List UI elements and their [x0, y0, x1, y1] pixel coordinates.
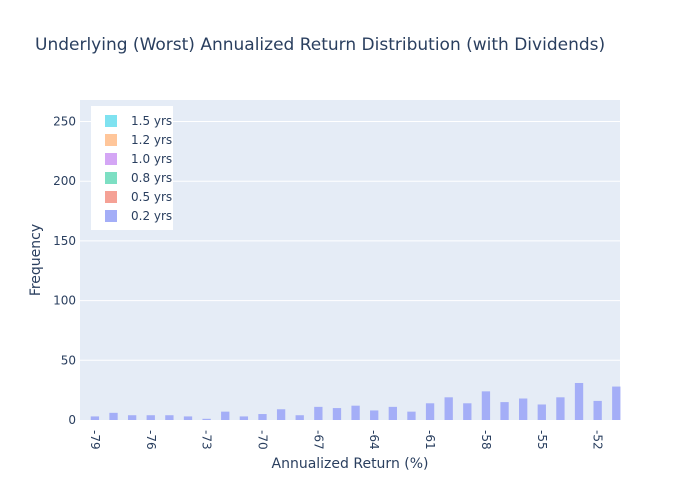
y-tick-label: 0	[68, 413, 76, 427]
histogram-bar	[314, 406, 323, 420]
legend-label: 1.0 yrs	[131, 152, 172, 166]
x-tick-label: -76	[144, 430, 158, 450]
chart-title: Underlying (Worst) Annualized Return Dis…	[35, 35, 605, 55]
x-tick-label: -73	[200, 430, 214, 450]
x-tick-labels: -79 -76 -73 -70 -67 -64 -61 -58 -55 -52	[88, 430, 605, 450]
legend-item[interactable]: 0.2 yrs	[105, 209, 172, 223]
legend-swatch	[105, 191, 117, 203]
legend-item[interactable]: 0.5 yrs	[105, 190, 172, 204]
y-tick-label: 100	[53, 294, 76, 308]
histogram-bar	[332, 408, 342, 420]
histogram-bar	[127, 415, 137, 420]
histogram-bar	[258, 414, 267, 420]
x-tick-label: -61	[423, 430, 437, 450]
y-tick-labels: 0 50 100 150 200 250	[53, 114, 76, 427]
histogram-bar	[519, 398, 528, 420]
histogram-bar	[295, 415, 304, 420]
histogram-bar	[556, 397, 565, 420]
histogram-bar	[90, 416, 100, 420]
x-tick-label: -58	[479, 430, 493, 450]
legend-swatch	[105, 210, 117, 222]
bars	[90, 382, 621, 420]
legend-item[interactable]: 0.8 yrs	[105, 171, 172, 185]
legend-item[interactable]: 1.5 yrs	[105, 114, 172, 128]
histogram-bar	[388, 406, 397, 420]
histogram-bar	[500, 402, 509, 420]
legend-label: 1.2 yrs	[131, 133, 172, 147]
legend-item[interactable]: 1.0 yrs	[105, 152, 172, 166]
y-tick-label: 250	[53, 114, 76, 128]
y-tick-label: 200	[53, 174, 76, 188]
legend-label: 0.5 yrs	[131, 190, 172, 204]
histogram-bar	[370, 410, 379, 420]
histogram-bar	[239, 416, 249, 420]
histogram-bar	[425, 403, 435, 420]
histogram-bar	[407, 411, 416, 420]
histogram-bar	[202, 418, 211, 420]
x-tick-label: -52	[591, 430, 605, 450]
legend-box	[91, 106, 173, 230]
histogram-bar	[463, 403, 472, 420]
histogram-bar	[612, 386, 621, 420]
histogram-bar	[276, 409, 286, 420]
histogram-bar	[593, 400, 602, 420]
legend[interactable]: 1.5 yrs 1.2 yrs 1.0 yrs 0.8 yrs 0.5 yrs 0.2 y…	[91, 106, 173, 230]
histogram-bar	[183, 416, 193, 420]
legend-swatch	[105, 134, 117, 146]
legend-swatch	[105, 115, 117, 127]
histogram-bar	[481, 391, 491, 420]
x-tick-label: -64	[367, 430, 381, 450]
histogram-bar	[444, 397, 453, 420]
x-tick-label: -55	[535, 430, 549, 450]
legend-swatch	[105, 172, 117, 184]
y-tick-label: 150	[53, 234, 76, 248]
histogram-bar	[109, 412, 118, 420]
legend-item[interactable]: 1.2 yrs	[105, 133, 172, 147]
y-axis-label: Frequency	[28, 224, 44, 296]
histogram-bar	[146, 415, 155, 420]
legend-label: 0.8 yrs	[131, 171, 172, 185]
x-tick-label: -70	[255, 430, 269, 450]
histogram-bar	[165, 415, 174, 420]
legend-label: 0.2 yrs	[131, 209, 172, 223]
histogram-bar	[221, 411, 230, 420]
legend-label: 1.5 yrs	[131, 114, 172, 128]
histogram-bar	[537, 404, 546, 420]
y-tick-label: 50	[61, 353, 76, 367]
histogram-bar	[574, 382, 584, 420]
x-axis-label: Annualized Return (%)	[272, 456, 429, 472]
legend-swatch	[105, 153, 117, 165]
histogram-bar	[351, 405, 360, 420]
x-tick-label: -67	[311, 430, 325, 450]
x-tick-label: -79	[88, 430, 102, 450]
